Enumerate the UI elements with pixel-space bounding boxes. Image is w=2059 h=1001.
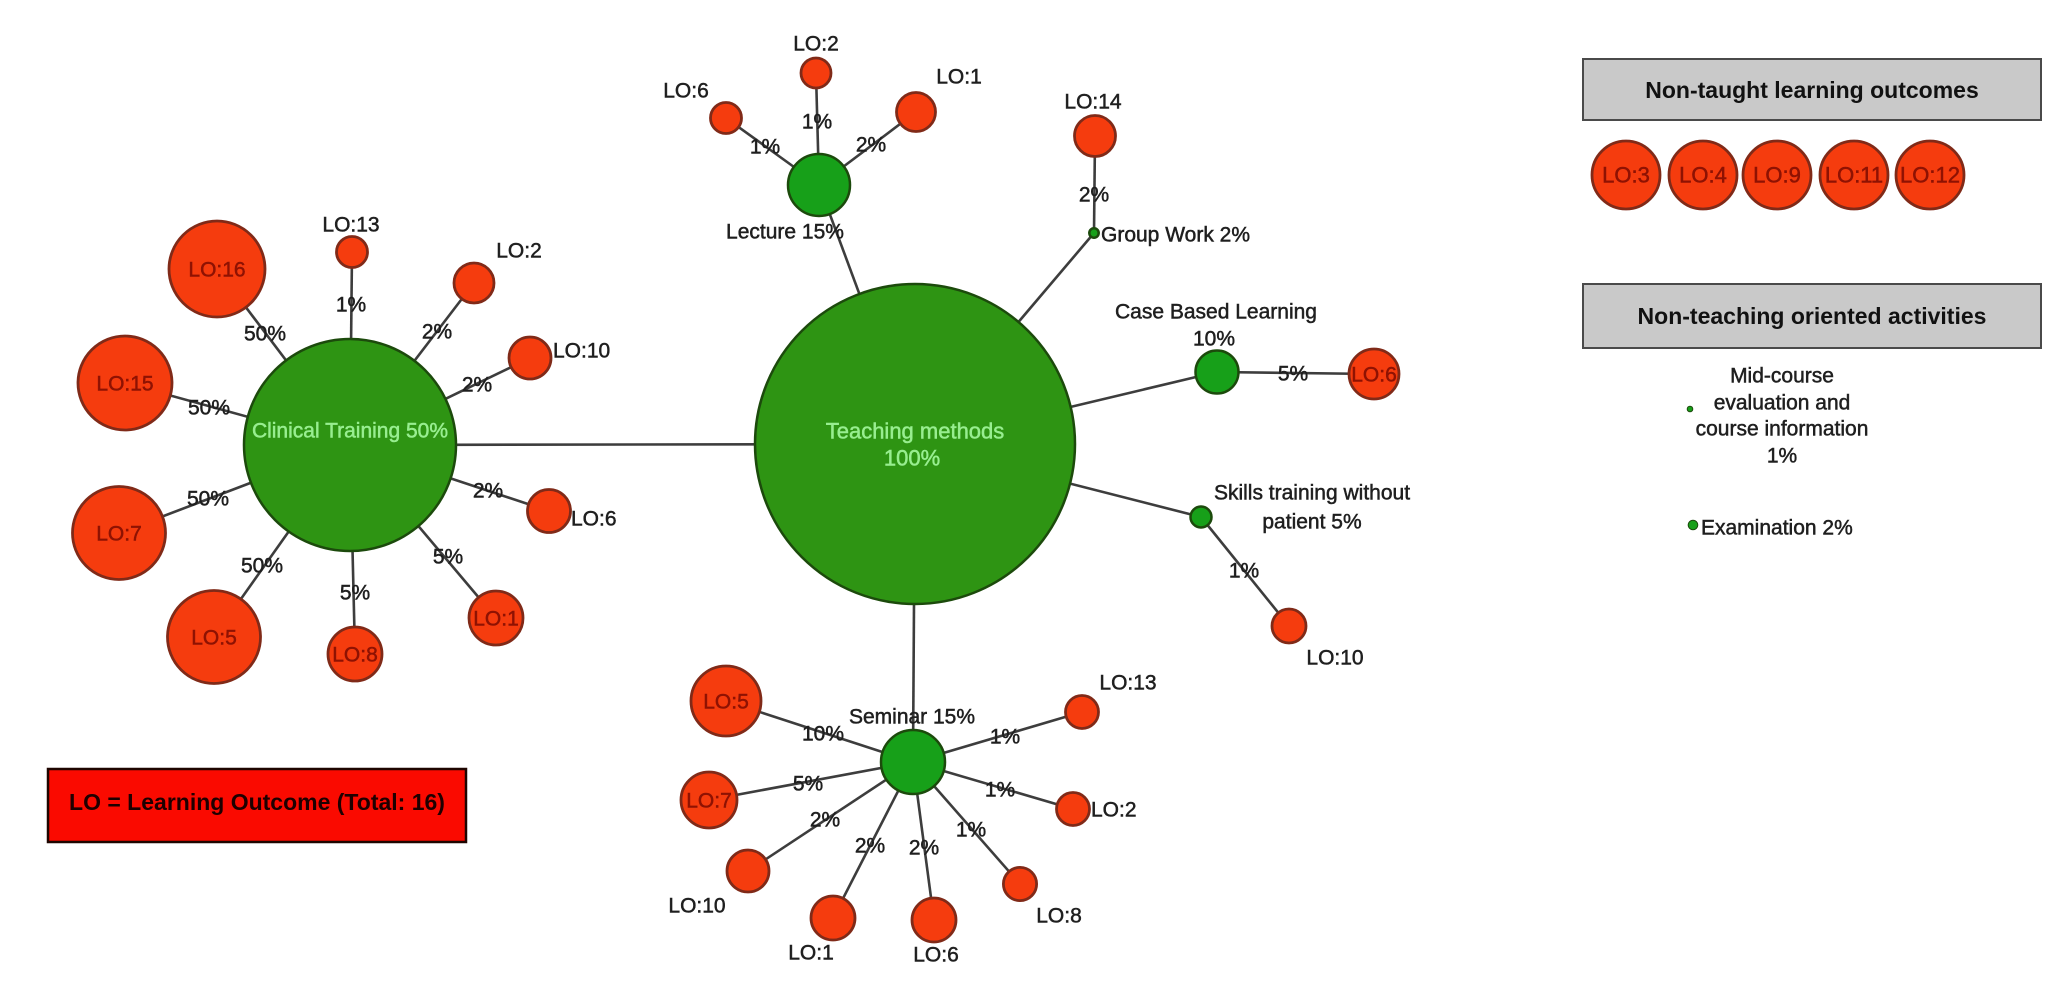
svg-text:LO:10: LO:10 bbox=[1306, 646, 1363, 669]
svg-text:LO:6: LO:6 bbox=[1351, 363, 1397, 386]
svg-text:LO:1: LO:1 bbox=[788, 941, 834, 964]
svg-text:LO:7: LO:7 bbox=[686, 789, 732, 812]
svg-text:2%: 2% bbox=[909, 836, 939, 859]
svg-text:LO:13: LO:13 bbox=[1099, 671, 1156, 694]
svg-text:LO:16: LO:16 bbox=[188, 258, 245, 281]
svg-text:LO:2: LO:2 bbox=[1091, 798, 1137, 821]
svg-text:LO:6: LO:6 bbox=[571, 507, 617, 530]
svg-text:LO:10: LO:10 bbox=[553, 339, 610, 362]
svg-text:5%: 5% bbox=[1278, 362, 1308, 385]
svg-text:Teaching methods: Teaching methods bbox=[826, 419, 1005, 444]
svg-text:course information: course information bbox=[1696, 417, 1869, 440]
svg-text:10%: 10% bbox=[1193, 327, 1235, 350]
svg-text:LO:5: LO:5 bbox=[191, 626, 237, 649]
svg-text:Lecture 15%: Lecture 15% bbox=[726, 220, 844, 243]
svg-text:LO:15: LO:15 bbox=[96, 372, 153, 395]
svg-text:LO:5: LO:5 bbox=[703, 690, 749, 713]
svg-text:1%: 1% bbox=[985, 778, 1015, 801]
svg-text:LO:8: LO:8 bbox=[332, 643, 378, 666]
svg-text:Skills training without: Skills training without bbox=[1214, 481, 1410, 504]
svg-text:LO:9: LO:9 bbox=[1753, 163, 1801, 188]
svg-text:2%: 2% bbox=[810, 808, 840, 831]
svg-text:1%: 1% bbox=[802, 110, 832, 133]
svg-text:LO:8: LO:8 bbox=[1036, 904, 1082, 927]
svg-text:1%: 1% bbox=[1767, 444, 1797, 467]
svg-text:LO = Learning Outcome (Total:: LO = Learning Outcome (Total: 16) bbox=[69, 789, 445, 815]
svg-text:2%: 2% bbox=[462, 373, 492, 396]
svg-text:LO:1: LO:1 bbox=[936, 65, 982, 88]
svg-text:LO:4: LO:4 bbox=[1679, 163, 1727, 188]
svg-text:Non-taught learning outcomes: Non-taught learning outcomes bbox=[1645, 77, 1979, 103]
svg-text:LO:1: LO:1 bbox=[473, 607, 519, 630]
svg-text:LO:7: LO:7 bbox=[96, 522, 142, 545]
svg-text:2%: 2% bbox=[473, 479, 503, 502]
svg-text:10%: 10% bbox=[802, 722, 844, 745]
svg-text:2%: 2% bbox=[856, 133, 886, 156]
svg-text:LO:12: LO:12 bbox=[1900, 163, 1960, 188]
svg-text:Mid-course: Mid-course bbox=[1730, 364, 1834, 387]
svg-text:LO:14: LO:14 bbox=[1064, 90, 1122, 113]
svg-text:100%: 100% bbox=[884, 446, 940, 471]
svg-text:50%: 50% bbox=[188, 396, 230, 419]
svg-text:2%: 2% bbox=[855, 834, 885, 857]
svg-text:2%: 2% bbox=[422, 320, 452, 343]
svg-text:50%: 50% bbox=[241, 554, 283, 577]
svg-text:LO:6: LO:6 bbox=[913, 943, 959, 966]
svg-text:1%: 1% bbox=[750, 135, 780, 158]
svg-text:50%: 50% bbox=[187, 487, 229, 510]
svg-text:LO:3: LO:3 bbox=[1602, 163, 1650, 188]
svg-text:Examination 2%: Examination 2% bbox=[1701, 516, 1853, 539]
svg-text:5%: 5% bbox=[433, 545, 463, 568]
svg-text:5%: 5% bbox=[793, 772, 823, 795]
svg-text:LO:11: LO:11 bbox=[1825, 163, 1883, 188]
svg-text:LO:6: LO:6 bbox=[663, 79, 709, 102]
svg-text:1%: 1% bbox=[336, 293, 366, 316]
svg-text:1%: 1% bbox=[1229, 559, 1259, 582]
svg-text:LO:13: LO:13 bbox=[322, 213, 379, 236]
svg-text:1%: 1% bbox=[990, 725, 1020, 748]
svg-text:patient 5%: patient 5% bbox=[1262, 510, 1361, 533]
svg-text:Non-teaching oriented activiti: Non-teaching oriented activities bbox=[1638, 303, 1987, 329]
svg-text:evaluation and: evaluation and bbox=[1714, 391, 1851, 414]
svg-text:2%: 2% bbox=[1079, 183, 1109, 206]
svg-text:5%: 5% bbox=[340, 581, 370, 604]
svg-text:LO:2: LO:2 bbox=[793, 32, 839, 55]
svg-text:Clinical Training 50%: Clinical Training 50% bbox=[252, 419, 448, 442]
svg-text:Group Work 2%: Group Work 2% bbox=[1101, 223, 1250, 246]
svg-text:1%: 1% bbox=[956, 818, 986, 841]
svg-text:LO:2: LO:2 bbox=[496, 239, 542, 262]
svg-text:50%: 50% bbox=[244, 322, 286, 345]
svg-text:Seminar 15%: Seminar 15% bbox=[849, 705, 975, 728]
svg-text:LO:10: LO:10 bbox=[668, 894, 725, 917]
svg-text:Case Based Learning: Case Based Learning bbox=[1115, 300, 1317, 323]
